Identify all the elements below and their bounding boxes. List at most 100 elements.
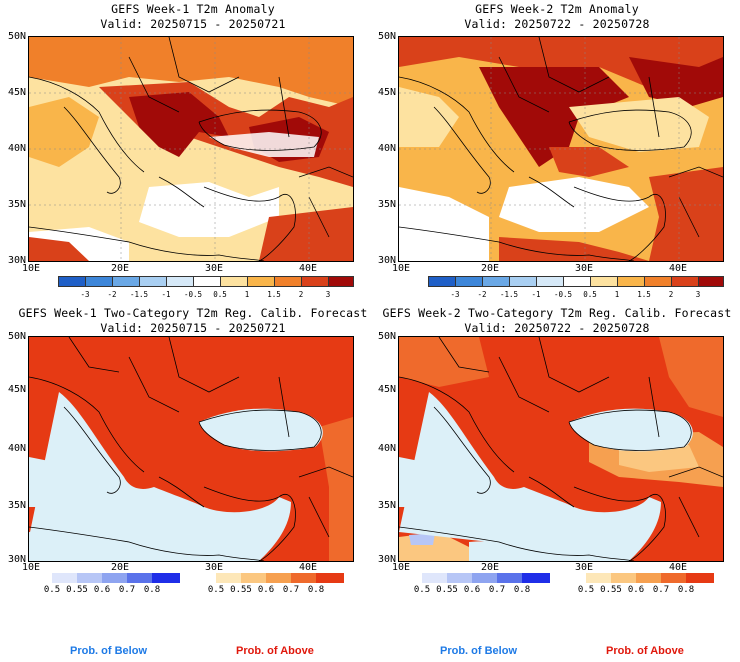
colorbar-tick: 0.6 [627,585,645,595]
lon-label: 40E [298,263,318,274]
colorbar-swatch [590,276,618,287]
probability-map-week1 [28,336,354,562]
lat-label: 40N [7,443,26,454]
lon-label: 10E [391,562,411,573]
colorbar-swatch [77,573,103,583]
colorbar-tick: 0.5 [207,585,225,595]
colorbar-swatch [698,276,724,287]
panel-title: GEFS Week-2 T2m Anomaly [475,2,639,16]
colorbar-swatch [241,573,267,583]
prob-above-label: Prob. of Above [606,645,684,657]
colorbar-tick: -0.5 [553,290,573,299]
lon-label: 20E [110,263,130,274]
colorbar-tick: 1.5 [267,290,281,299]
colorbar-tick: 0.55 [436,585,458,595]
colorbar-tick: 0.6 [257,585,275,595]
colorbar-tick: -2 [107,290,117,299]
colorbar-swatch [497,573,523,583]
colorbar-tick: 3 [695,290,701,299]
below-colorbar: 0.5 0.55 0.6 0.7 0.8 [44,573,180,597]
lat-label: 40N [377,443,396,454]
colorbar-swatch [522,573,550,583]
anomaly-map-week1 [28,36,354,262]
colorbar-swatch [671,276,699,287]
lat-label: 50N [7,331,26,342]
panel-title: GEFS Week-2 Two-Category T2m Reg. Calib.… [382,306,732,320]
colorbar-tick: 0.8 [513,585,531,595]
colorbar-swatch [686,573,714,583]
above-colorbar: 0.5 0.55 0.6 0.7 0.8 [578,573,714,597]
lat-label: 30N [7,554,26,565]
lat-label: 30N [377,255,396,266]
panel-title: GEFS Week-1 Two-Category T2m Reg. Calib.… [18,306,368,320]
colorbar-tick: -3 [80,290,90,299]
colorbar-swatch [112,276,140,287]
colorbar-swatch [644,276,672,287]
colorbar-tick: -3 [450,290,460,299]
colorbar-swatch [563,276,591,287]
colorbar-tick: 1.5 [637,290,651,299]
lat-label: 35N [7,199,26,210]
prob-above-label: Prob. of Above [236,645,314,657]
lon-label: 40E [668,562,688,573]
colorbar-swatch [661,573,687,583]
panel-valid-dates: Valid: 20250715 - 20250721 [100,321,286,335]
lon-label: 30E [574,263,594,274]
colorbar-swatch [328,276,354,287]
colorbar-tick: 3 [325,290,331,299]
colorbar-tick: 0.5 [213,290,227,299]
colorbar-tick: 0.55 [66,585,88,595]
colorbar-tick: 0.5 [43,585,61,595]
lat-label: 35N [377,199,396,210]
colorbar-swatch [611,573,637,583]
anomaly-colorbar: -3 -2 -1.5 -1 -0.5 0.5 1 1.5 2 3 [58,276,354,300]
lon-label: 40E [298,562,318,573]
lat-label: 30N [7,255,26,266]
colorbar-swatch [52,573,78,583]
colorbar-swatch [58,276,86,287]
below-colorbar: 0.5 0.55 0.6 0.7 0.8 [414,573,550,597]
colorbar-swatch [428,276,456,287]
colorbar-tick: -2 [477,290,487,299]
colorbar-swatch [216,573,242,583]
lat-label: 50N [377,31,396,42]
colorbar-tick: 1 [244,290,250,299]
colorbar-tick: 0.7 [652,585,670,595]
colorbar-swatch [509,276,537,287]
colorbar-swatch [301,276,329,287]
colorbar-swatch [472,573,498,583]
colorbar-swatch [85,276,113,287]
lat-label: 45N [7,384,26,395]
colorbar-swatch [247,276,275,287]
lat-label: 45N [7,87,26,98]
lat-label: 40N [377,143,396,154]
lon-label: 20E [480,263,500,274]
lon-label: 10E [21,263,41,274]
colorbar-swatch [482,276,510,287]
probability-map-week2 [398,336,724,562]
colorbar-swatch [220,276,248,287]
colorbar-swatch [316,573,344,583]
panel-valid-dates: Valid: 20250715 - 20250721 [100,17,286,31]
lat-label: 45N [377,87,396,98]
colorbar-tick: 0.55 [230,585,252,595]
lat-label: 50N [7,31,26,42]
lat-label: 45N [377,384,396,395]
colorbar-tick: 0.8 [143,585,161,595]
colorbar-swatch [193,276,221,287]
panel-week1-anomaly: GEFS Week-1 T2m Anomaly Valid: 20250715 … [0,0,370,300]
colorbar-swatch [617,276,645,287]
prob-below-label: Prob. of Below [70,645,147,657]
colorbar-tick: 0.5 [583,290,597,299]
colorbar-swatch [536,276,564,287]
above-colorbar: 0.5 0.55 0.6 0.7 0.8 [208,573,344,597]
colorbar-tick: 0.8 [677,585,695,595]
panel-title: GEFS Week-1 T2m Anomaly [111,2,275,16]
panel-valid-dates: Valid: 20250722 - 20250728 [464,321,650,335]
colorbar-tick: -1.5 [499,290,519,299]
colorbar-swatch [127,573,153,583]
colorbar-swatch [166,276,194,287]
lon-label: 30E [574,562,594,573]
colorbar-tick: 0.7 [488,585,506,595]
colorbar-swatch [102,573,128,583]
